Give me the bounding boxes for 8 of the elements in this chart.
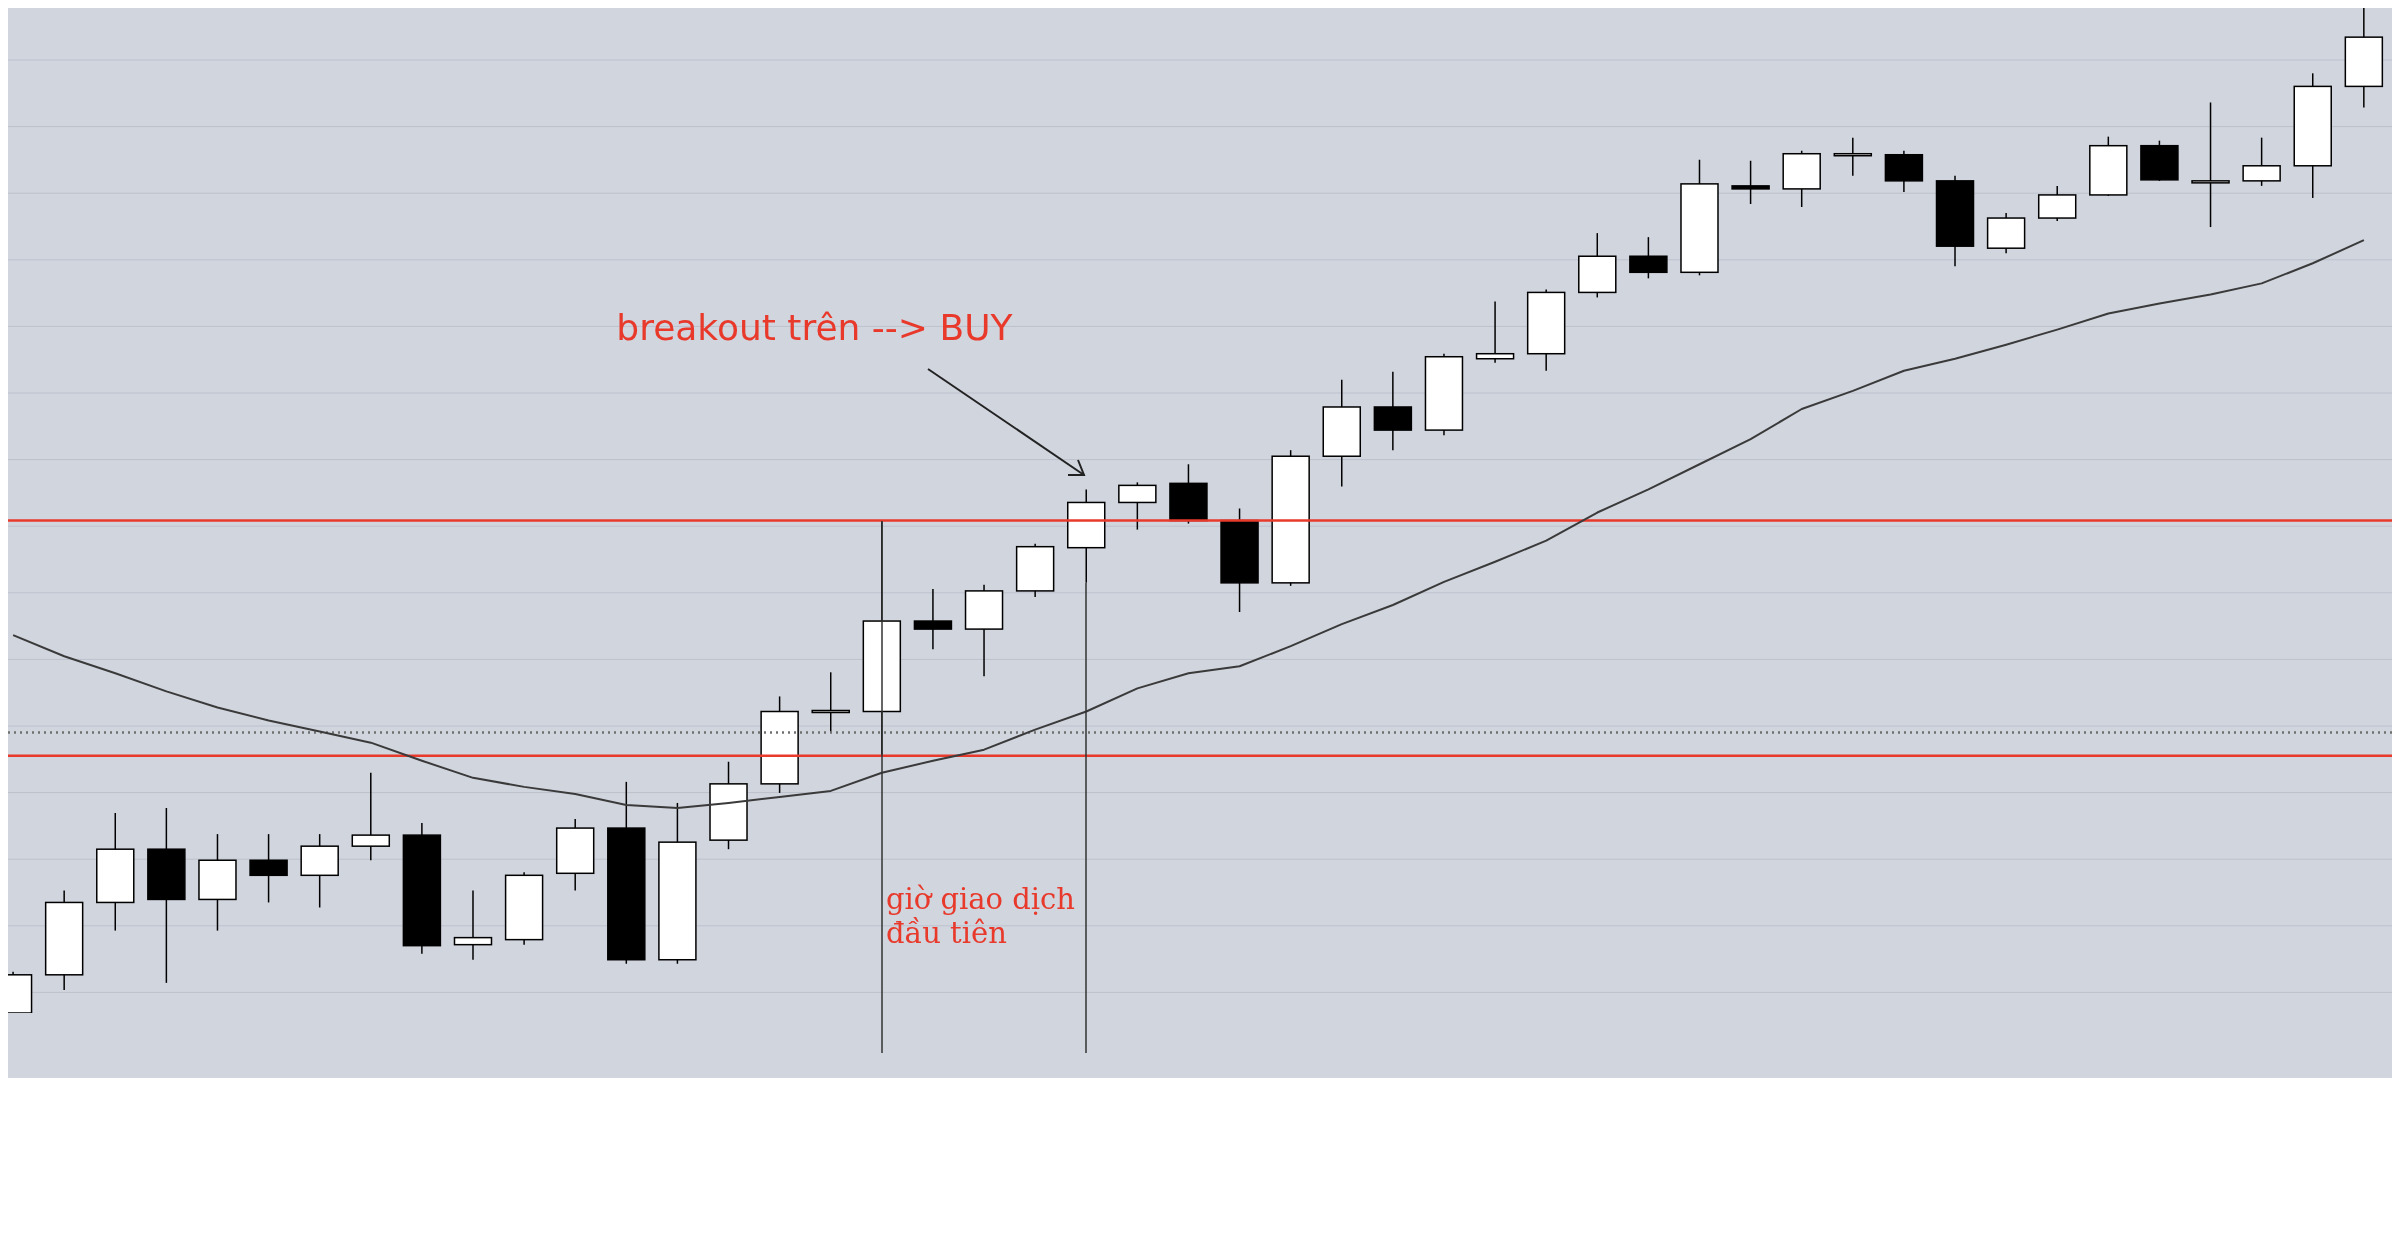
candlestick <box>2191 101 2230 228</box>
candlestick <box>1731 160 1770 205</box>
candlestick <box>1475 300 1515 364</box>
candlestick <box>913 588 953 650</box>
candlestick <box>453 889 493 961</box>
candlestick <box>351 772 391 861</box>
annotation: giờ giao dịch đầu tiên <box>885 882 1076 951</box>
annotation: breakout trên --> BUY <box>616 307 1013 349</box>
